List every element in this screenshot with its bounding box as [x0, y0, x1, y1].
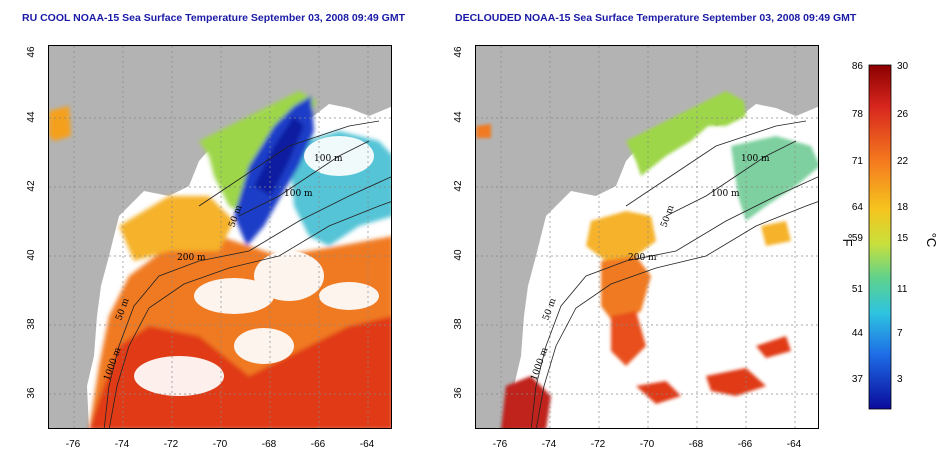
right-lon-tick-70: -70	[640, 439, 655, 450]
c-tick-7: 7	[897, 328, 903, 339]
right-lat-tick-40: 40	[453, 249, 464, 261]
contour-label-100m-b: 100 m	[711, 189, 740, 199]
f-tick-59: 59	[852, 233, 864, 244]
left-lon-tick-74: -74	[115, 439, 130, 450]
left-lat-tick-40: 40	[26, 249, 37, 261]
right-lat-tick-42: 42	[453, 180, 464, 192]
f-tick-37: 37	[852, 374, 864, 385]
contour-label-100m-a: 100 m	[741, 154, 770, 164]
raw-sst-map: 100 m 100 m 50 m 200 m 50 m 1000 m	[48, 45, 392, 429]
f-tick-51: 51	[852, 284, 864, 295]
left-lon-tick-68: -68	[262, 439, 277, 450]
right-lat-tick-46: 46	[453, 46, 464, 58]
left-lat-tick-44: 44	[26, 111, 37, 123]
right-lon-tick-76: -76	[493, 439, 508, 450]
f-tick-44: 44	[852, 328, 864, 339]
c-tick-18: 18	[897, 202, 909, 213]
left-lon-tick-72: -72	[164, 439, 179, 450]
right-lon-tick-66: -66	[738, 439, 753, 450]
right-lat-tick-38: 38	[453, 318, 464, 330]
celsius-unit-label: °C	[924, 233, 939, 248]
right-lat-tick-36: 36	[453, 387, 464, 399]
right-lon-tick-68: -68	[689, 439, 704, 450]
left-lat-tick-36: 36	[26, 387, 37, 399]
c-tick-26: 26	[897, 109, 909, 120]
right-panel-title: DECLOUDED NOAA-15 Sea Surface Temperatur…	[455, 12, 857, 24]
contour-label-100m-b: 100 m	[284, 189, 313, 199]
left-lat-tick-46: 46	[26, 46, 37, 58]
c-tick-3: 3	[897, 374, 903, 385]
right-lat-tick-44: 44	[453, 111, 464, 123]
left-lon-tick-64: -64	[360, 439, 375, 450]
f-tick-86: 86	[852, 61, 864, 72]
right-lon-tick-74: -74	[542, 439, 557, 450]
contour-label-100m-a: 100 m	[314, 154, 343, 164]
temperature-colorbar: 86 78 71 64 59 51 44 37 30 26 22 18 15 1…	[840, 61, 939, 410]
land-mass	[476, 46, 818, 428]
declouded-sst-map: 100 m 100 m 50 m 200 m 50 m 1000 m	[475, 45, 819, 429]
left-lon-tick-76: -76	[66, 439, 81, 450]
f-tick-78: 78	[852, 109, 864, 120]
left-lon-tick-66: -66	[311, 439, 326, 450]
contour-label-200m: 200 m	[628, 253, 657, 263]
left-lon-tick-70: -70	[213, 439, 228, 450]
left-lat-tick-42: 42	[26, 180, 37, 192]
left-lat-tick-38: 38	[26, 318, 37, 330]
c-tick-15: 15	[897, 233, 909, 244]
f-tick-64: 64	[852, 202, 864, 213]
right-lon-tick-72: -72	[591, 439, 606, 450]
right-lon-tick-64: -64	[787, 439, 802, 450]
f-tick-71: 71	[852, 156, 864, 167]
c-tick-22: 22	[897, 156, 909, 167]
contour-label-200m: 200 m	[177, 253, 206, 263]
left-panel-title: RU COOL NOAA-15 Sea Surface Temperature …	[22, 12, 406, 24]
fahrenheit-unit-label: °F	[840, 233, 855, 246]
land-mass	[49, 46, 391, 428]
c-tick-11: 11	[897, 284, 908, 295]
colorbar-gradient	[868, 64, 892, 410]
c-tick-30: 30	[897, 61, 909, 72]
